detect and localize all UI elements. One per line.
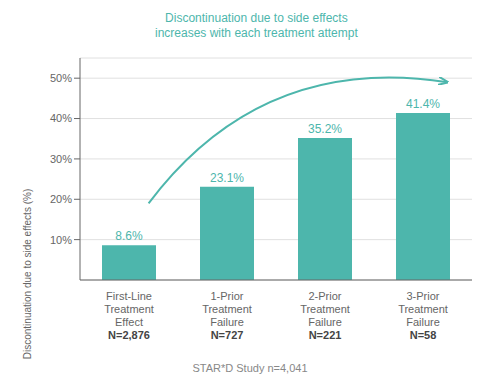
svg-text:First-LineTreatmentEffectN=2,8: First-LineTreatmentEffectN=2,876 <box>104 290 154 341</box>
svg-text:Discontinuation due to side ef: Discontinuation due to side effectsincre… <box>155 11 358 40</box>
svg-text:30%: 30% <box>50 153 72 165</box>
svg-text:3-PriorTreatmentFailureN=58: 3-PriorTreatmentFailureN=58 <box>398 290 448 341</box>
svg-text:10%: 10% <box>50 234 72 246</box>
html-text:STAR*D Study n=4,041: STAR*D Study n=4,041 <box>192 362 308 374</box>
svg-text:20%: 20% <box>50 193 72 205</box>
svg-text:50%: 50% <box>50 72 72 84</box>
svg-text:40%: 40% <box>50 112 72 124</box>
svg-text:2-PriorTreatmentFailureN=221: 2-PriorTreatmentFailureN=221 <box>300 290 350 341</box>
svg-text:Discontinuation due to side ef: Discontinuation due to side effects (%) <box>22 189 33 359</box>
svg-text:8.6%: 8.6% <box>115 229 143 243</box>
svg-text:1-PriorTreatmentFailureN=727: 1-PriorTreatmentFailureN=727 <box>202 290 252 341</box>
svg-text:23.1%: 23.1% <box>210 171 244 185</box>
svg-text:35.2%: 35.2% <box>308 122 342 136</box>
svg-text:41.4%: 41.4% <box>406 97 440 111</box>
